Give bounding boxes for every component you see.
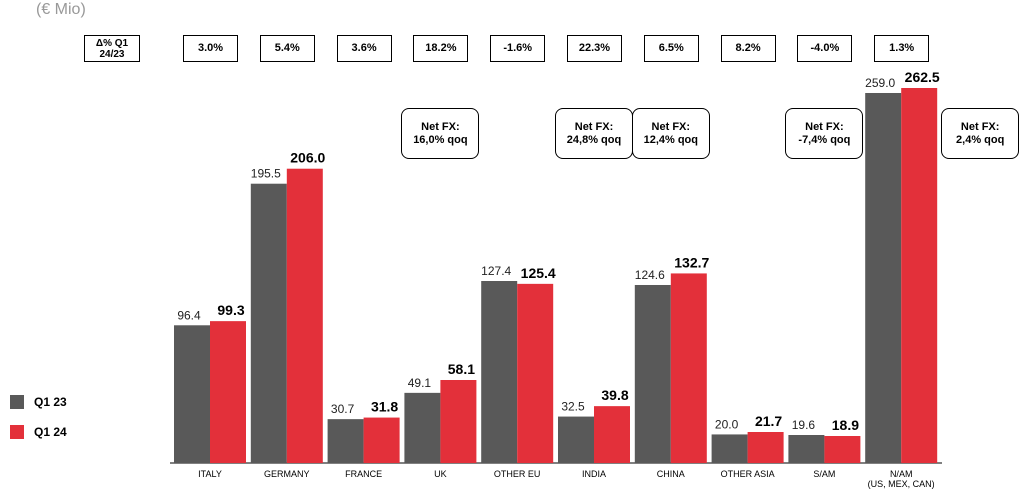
value-label: 30.7 [331,402,355,416]
x-tick-label: OTHER EU [493,469,541,479]
delta-box: 1.3% [874,35,930,62]
delta-box: -4.0% [797,35,853,62]
net-fx-box: Net FX: 12,4% qoq [631,108,710,159]
value-label: 206.0 [290,150,325,166]
value-label: 31.8 [371,399,398,415]
value-label: 19.6 [792,418,816,432]
value-label: 127.4 [481,264,511,278]
value-label: 99.3 [217,302,244,318]
bar [517,283,554,463]
value-label: 32.5 [561,400,585,414]
delta-box: 6.5% [643,35,699,62]
delta-box: 22.3% [567,35,622,62]
value-label: 96.4 [177,308,201,322]
x-tick-label: N/AM (US, MEX, CAN) [867,469,935,489]
net-fx-box: Net FX: 24,8% qoq [555,108,633,159]
bar [286,168,323,463]
delta-box: 18.2% [413,35,469,62]
value-label: 262.5 [905,69,940,85]
x-tick-label: CHINA [656,469,685,479]
legend-swatch [10,425,24,439]
bar [558,416,594,463]
x-tick-label: ITALY [198,469,222,479]
delta-box: 3.0% [183,35,238,62]
bar [670,273,707,463]
x-tick-label: UK [434,469,447,479]
x-tick-label: GERMANY [264,469,310,479]
bar [363,417,400,463]
net-fx-box: Net FX: -7,4% qoq [785,108,864,159]
net-fx-box: Net FX: 16,0% qoq [401,108,480,159]
value-label: 58.1 [448,361,475,377]
delta-box: -1.6% [490,35,546,62]
value-label: 21.7 [755,413,782,429]
delta-box: 8.2% [720,35,776,62]
value-label: 124.6 [635,268,665,282]
bar [747,431,784,463]
bar [824,435,861,463]
value-label: 18.9 [832,417,859,433]
bar [404,392,441,463]
x-tick-label: OTHER ASIA [720,469,775,479]
value-label: 49.1 [408,376,432,390]
legend-swatch [10,395,24,409]
x-tick-label: FRANCE [345,469,383,479]
bar [440,379,477,463]
x-tick-label: S/AM [813,469,836,479]
bar [250,183,287,464]
value-label: 195.5 [251,167,281,181]
value-label: 125.4 [521,265,556,281]
net-fx-box: Net FX: 2,4% qoq [941,108,1020,159]
delta-box: 5.4% [259,35,315,62]
subtitle: (€ Mio) [36,1,86,18]
bar [210,321,246,463]
value-label: 132.7 [674,254,709,270]
legend-label: Q1 24 [34,425,67,439]
bar [174,325,210,463]
bar [594,406,630,463]
bar [711,434,748,463]
bar [865,92,902,463]
value-label: 259.0 [865,76,895,90]
bar [788,434,825,463]
bar [481,280,518,463]
bar [901,87,938,464]
value-label: 39.8 [601,387,628,403]
x-tick-label: INDIA [581,469,606,479]
bar [634,284,671,463]
value-label: 20.0 [715,417,739,431]
legend-label: Q1 23 [34,395,67,409]
bar [327,419,364,463]
delta-header: Δ% Q1 24/23 [84,35,140,62]
delta-box: 3.6% [336,35,392,62]
